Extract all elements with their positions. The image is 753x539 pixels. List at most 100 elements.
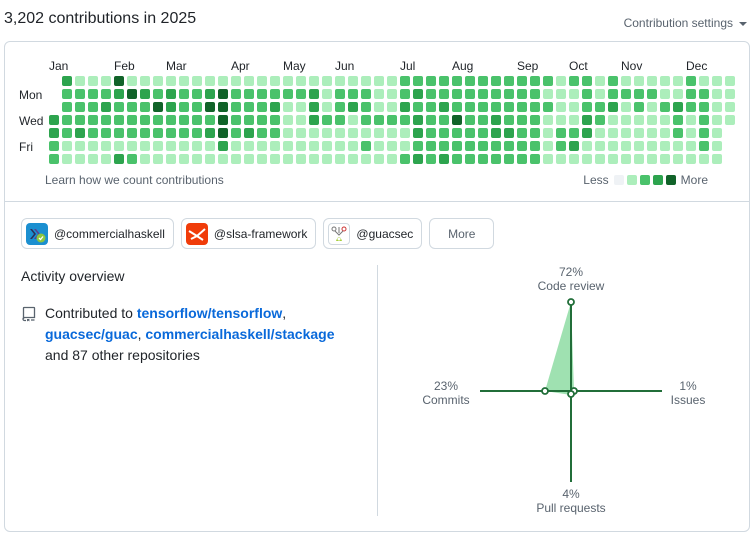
contribution-day[interactable] — [465, 154, 475, 164]
contribution-day[interactable] — [374, 89, 384, 99]
contribution-day[interactable] — [88, 141, 98, 151]
contribution-day[interactable] — [426, 89, 436, 99]
contribution-day[interactable] — [296, 89, 306, 99]
contribution-day[interactable] — [439, 102, 449, 112]
contribution-day[interactable] — [582, 128, 592, 138]
contribution-day[interactable] — [647, 102, 657, 112]
contribution-day[interactable] — [244, 128, 254, 138]
contribution-day[interactable] — [348, 115, 358, 125]
contribution-day[interactable] — [712, 128, 722, 138]
contribution-day[interactable] — [725, 76, 735, 86]
contribution-day[interactable] — [374, 102, 384, 112]
contribution-day[interactable] — [231, 102, 241, 112]
contribution-day[interactable] — [62, 76, 72, 86]
contribution-day[interactable] — [660, 154, 670, 164]
contribution-day[interactable] — [426, 102, 436, 112]
contribution-day[interactable] — [517, 154, 527, 164]
contribution-day[interactable] — [504, 76, 514, 86]
contribution-day[interactable] — [660, 89, 670, 99]
contribution-day[interactable] — [361, 102, 371, 112]
contribution-day[interactable] — [569, 154, 579, 164]
contribution-day[interactable] — [140, 154, 150, 164]
contribution-day[interactable] — [543, 115, 553, 125]
contribution-day[interactable] — [153, 128, 163, 138]
contribution-day[interactable] — [543, 154, 553, 164]
contribution-day[interactable] — [478, 154, 488, 164]
contribution-day[interactable] — [335, 89, 345, 99]
contribution-day[interactable] — [296, 141, 306, 151]
contribution-day[interactable] — [595, 128, 605, 138]
contribution-day[interactable] — [413, 89, 423, 99]
contribution-day[interactable] — [530, 89, 540, 99]
contribution-day[interactable] — [569, 102, 579, 112]
contribution-day[interactable] — [439, 115, 449, 125]
contribution-day[interactable] — [127, 76, 137, 86]
contribution-day[interactable] — [296, 128, 306, 138]
contribution-day[interactable] — [283, 128, 293, 138]
contribution-day[interactable] — [465, 115, 475, 125]
contribution-day[interactable] — [556, 154, 566, 164]
contribution-day[interactable] — [309, 89, 319, 99]
contribution-day[interactable] — [465, 141, 475, 151]
contribution-day[interactable] — [179, 154, 189, 164]
contribution-day[interactable] — [452, 89, 462, 99]
contribution-day[interactable] — [530, 102, 540, 112]
more-orgs-button[interactable]: More — [429, 218, 495, 249]
contribution-day[interactable] — [283, 76, 293, 86]
contribution-day[interactable] — [517, 76, 527, 86]
contribution-day[interactable] — [166, 102, 176, 112]
contribution-day[interactable] — [465, 128, 475, 138]
contribution-day[interactable] — [231, 89, 241, 99]
contribution-day[interactable] — [257, 102, 267, 112]
contribution-day[interactable] — [296, 102, 306, 112]
repo-link-guac[interactable]: guacsec/guac — [45, 326, 138, 342]
contribution-day[interactable] — [439, 128, 449, 138]
contribution-day[interactable] — [712, 89, 722, 99]
contribution-day[interactable] — [478, 102, 488, 112]
contribution-day[interactable] — [114, 141, 124, 151]
contribution-day[interactable] — [296, 76, 306, 86]
contribution-day[interactable] — [387, 115, 397, 125]
contribution-day[interactable] — [491, 128, 501, 138]
contribution-day[interactable] — [114, 115, 124, 125]
contribution-day[interactable] — [712, 141, 722, 151]
contribution-day[interactable] — [75, 141, 85, 151]
contribution-day[interactable] — [530, 128, 540, 138]
contribution-day[interactable] — [530, 154, 540, 164]
contribution-day[interactable] — [348, 141, 358, 151]
contribution-day[interactable] — [582, 76, 592, 86]
contribution-day[interactable] — [491, 154, 501, 164]
contribution-day[interactable] — [504, 141, 514, 151]
contribution-day[interactable] — [101, 76, 111, 86]
contribution-day[interactable] — [556, 76, 566, 86]
contribution-day[interactable] — [348, 102, 358, 112]
contribution-day[interactable] — [283, 102, 293, 112]
contribution-day[interactable] — [699, 89, 709, 99]
contribution-day[interactable] — [322, 128, 332, 138]
contribution-day[interactable] — [452, 141, 462, 151]
contribution-day[interactable] — [699, 128, 709, 138]
contribution-day[interactable] — [231, 154, 241, 164]
contribution-day[interactable] — [114, 89, 124, 99]
contribution-day[interactable] — [712, 76, 722, 86]
contribution-day[interactable] — [673, 154, 683, 164]
contribution-day[interactable] — [595, 102, 605, 112]
contribution-day[interactable] — [192, 102, 202, 112]
contribution-day[interactable] — [426, 154, 436, 164]
contribution-day[interactable] — [517, 128, 527, 138]
contribution-day[interactable] — [205, 89, 215, 99]
contribution-day[interactable] — [296, 115, 306, 125]
contribution-day[interactable] — [478, 141, 488, 151]
contribution-day[interactable] — [179, 128, 189, 138]
contribution-day[interactable] — [569, 141, 579, 151]
contribution-day[interactable] — [114, 102, 124, 112]
contribution-day[interactable] — [270, 128, 280, 138]
contribution-day[interactable] — [556, 102, 566, 112]
contribution-day[interactable] — [335, 128, 345, 138]
contribution-day[interactable] — [608, 128, 618, 138]
contribution-day[interactable] — [686, 141, 696, 151]
contribution-day[interactable] — [387, 154, 397, 164]
contribution-day[interactable] — [374, 128, 384, 138]
contribution-day[interactable] — [179, 89, 189, 99]
contribution-day[interactable] — [322, 154, 332, 164]
